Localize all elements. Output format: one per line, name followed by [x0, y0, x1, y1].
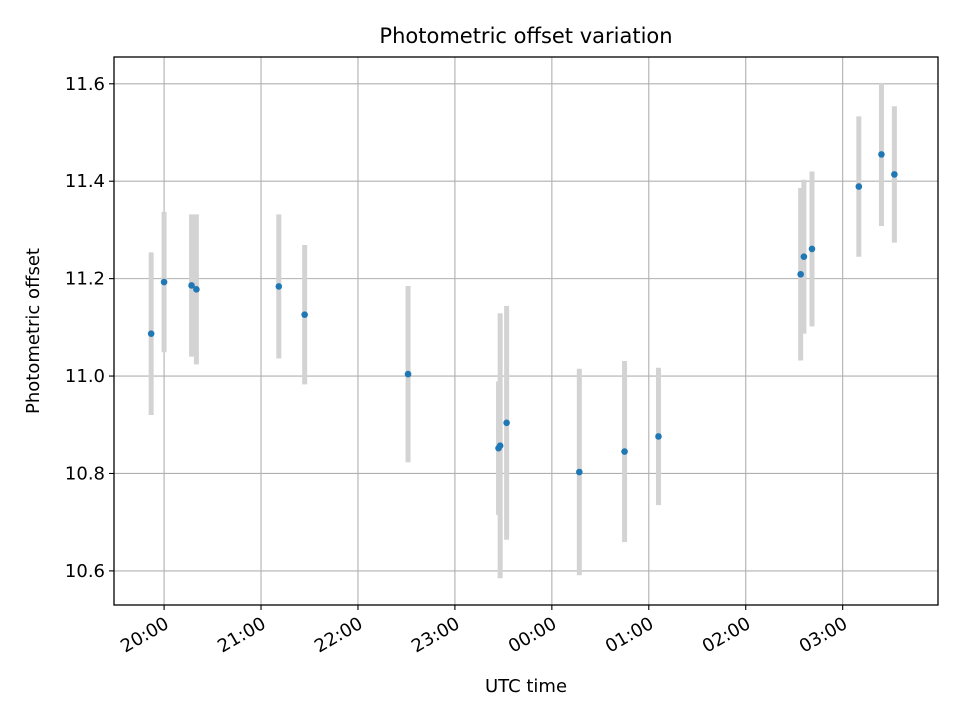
data-point	[621, 448, 628, 455]
y-axis-title: Photometric offset	[23, 248, 44, 414]
data-point	[655, 433, 662, 440]
data-point	[576, 468, 583, 476]
y-tick-label: 11.0	[65, 366, 105, 387]
y-tick-label: 11.2	[65, 269, 105, 290]
data-point	[503, 419, 510, 427]
y-tick-label: 11.4	[65, 171, 105, 192]
x-axis-title: UTC time	[485, 676, 567, 697]
grid-layer	[114, 57, 938, 605]
plot-frame	[113, 56, 939, 606]
y-tick-label: 10.6	[65, 561, 105, 582]
data-point	[160, 278, 168, 286]
data-point	[301, 311, 308, 318]
y-tick-label: 10.8	[65, 463, 105, 484]
data-point	[800, 253, 808, 261]
point-layer	[147, 151, 898, 476]
chart-title: Photometric offset variation	[379, 24, 672, 48]
data-point	[808, 245, 816, 253]
data-point	[496, 442, 504, 450]
data-point	[193, 286, 200, 293]
y-tick-label: 11.6	[65, 74, 105, 95]
data-point	[855, 183, 863, 190]
data-point	[147, 330, 155, 337]
data-point	[275, 283, 283, 290]
data-point	[797, 270, 804, 278]
data-point	[891, 171, 898, 178]
data-point	[404, 370, 412, 378]
data-point	[878, 151, 885, 158]
data-point	[188, 282, 195, 289]
